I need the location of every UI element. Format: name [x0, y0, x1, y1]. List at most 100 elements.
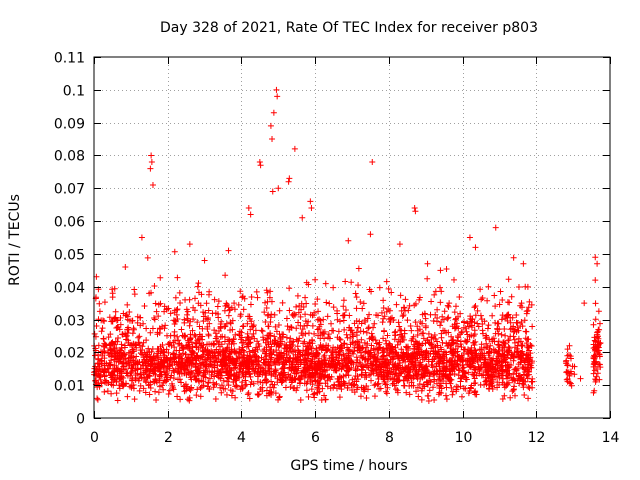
data-point-marker: [424, 381, 431, 388]
data-point-marker: [132, 367, 139, 374]
data-point-marker: [243, 343, 250, 350]
data-point-marker: [215, 298, 222, 305]
data-point-marker: [289, 359, 296, 366]
data-point-marker: [237, 336, 244, 343]
data-point-marker: [380, 335, 387, 342]
data-point-marker: [92, 352, 99, 359]
data-point-marker: [336, 335, 343, 342]
data-point-marker: [316, 388, 323, 395]
data-point-marker: [475, 363, 482, 370]
data-point-marker: [237, 311, 244, 318]
data-point-marker: [225, 304, 232, 311]
data-point-marker: [200, 318, 207, 325]
data-point-marker: [596, 376, 603, 383]
data-point-marker: [321, 373, 328, 380]
data-point-marker: [460, 385, 467, 392]
data-point-marker: [405, 307, 412, 314]
data-point-marker: [518, 319, 525, 326]
data-point-marker: [206, 375, 213, 382]
data-point-marker: [392, 332, 399, 339]
data-point-marker: [321, 360, 328, 367]
data-point-marker: [235, 301, 242, 308]
data-point-marker: [517, 302, 524, 309]
data-point-marker: [180, 344, 187, 351]
data-point-marker: [431, 331, 438, 338]
data-point-marker: [506, 364, 513, 371]
data-point-marker: [484, 325, 491, 332]
data-point-marker: [137, 347, 144, 354]
data-point-marker: [273, 369, 280, 376]
data-point-marker: [136, 314, 143, 321]
data-point-marker: [127, 341, 134, 348]
data-point-marker: [302, 318, 309, 325]
data-point-marker: [500, 375, 507, 382]
data-point-marker: [431, 291, 438, 298]
data-point-marker: [370, 368, 377, 375]
data-point-marker: [117, 314, 124, 321]
data-point-marker: [489, 360, 496, 367]
data-point-marker: [177, 396, 184, 403]
data-point-marker: [262, 299, 269, 306]
data-point-marker: [342, 278, 349, 285]
data-point-marker: [405, 375, 412, 382]
data-point-marker: [368, 342, 375, 349]
data-point-marker: [309, 353, 316, 360]
data-point-marker: [591, 334, 598, 341]
data-point-marker: [240, 373, 247, 380]
data-point-marker: [431, 396, 438, 403]
data-point-marker: [252, 327, 259, 334]
data-point-marker: [466, 234, 473, 241]
y-tick-label: 0.04: [54, 281, 85, 297]
data-point-marker: [313, 347, 320, 353]
data-point-marker: [188, 369, 195, 376]
data-point-marker: [496, 374, 503, 381]
data-point-marker: [295, 365, 302, 372]
data-point-marker: [365, 324, 372, 331]
data-point-marker: [342, 362, 349, 369]
data-point-marker: [388, 289, 395, 296]
data-point-marker: [153, 308, 160, 315]
data-point-marker: [144, 254, 151, 261]
data-point-marker: [165, 391, 172, 398]
data-point-marker: [169, 384, 176, 391]
data-point-marker: [151, 365, 158, 372]
data-point-marker: [432, 344, 439, 351]
data-point-marker: [222, 361, 229, 368]
data-point-marker: [129, 330, 136, 337]
y-tick-label: 0.11: [54, 51, 85, 67]
data-point-marker: [354, 338, 361, 345]
data-point-marker: [264, 312, 271, 319]
data-point-marker: [518, 352, 525, 359]
data-point-marker: [467, 313, 474, 320]
data-point-marker: [128, 352, 135, 359]
data-point-marker: [142, 366, 149, 373]
data-point-marker: [128, 370, 135, 377]
data-point-marker: [420, 370, 427, 377]
data-point-marker: [268, 311, 275, 318]
data-point-marker: [497, 364, 504, 371]
data-point-marker: [299, 351, 306, 358]
data-point-marker: [365, 325, 372, 332]
data-point-marker: [346, 324, 353, 331]
data-point-marker: [383, 308, 390, 315]
data-point-marker: [352, 367, 359, 374]
data-point-marker: [505, 337, 512, 344]
data-point-marker: [132, 376, 139, 383]
data-point-marker: [434, 306, 441, 313]
data-point-marker: [344, 334, 351, 341]
data-point-marker: [357, 298, 364, 305]
data-point-marker: [136, 333, 143, 340]
data-point-marker: [236, 349, 243, 356]
data-point-marker: [107, 372, 114, 379]
data-point-marker: [303, 387, 310, 394]
data-point-marker: [156, 329, 163, 336]
data-point-marker: [271, 381, 278, 388]
data-point-marker: [225, 247, 232, 254]
data-point-marker: [312, 377, 319, 384]
data-point-marker: [436, 384, 443, 391]
data-point-marker: [230, 335, 237, 342]
data-point-marker: [378, 309, 385, 316]
data-point-marker: [208, 361, 215, 368]
data-point-marker: [381, 378, 388, 385]
